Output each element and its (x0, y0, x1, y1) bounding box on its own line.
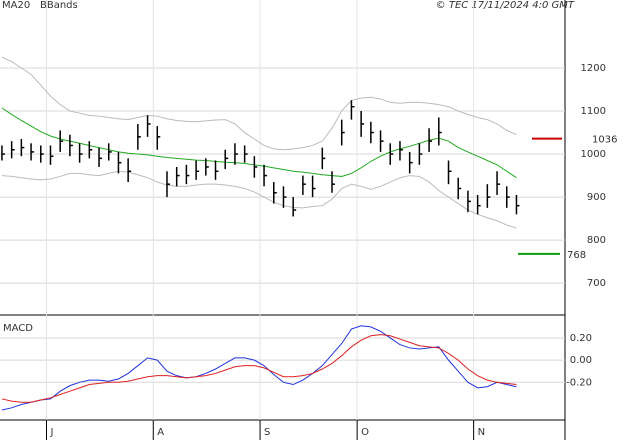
y-tick-label: 0.20 (570, 333, 592, 344)
y-tick-label: 1000 (581, 149, 606, 160)
y-tick-label: -0.20 (566, 377, 592, 388)
level-label: 1036 (592, 135, 617, 146)
level-label: 768 (567, 250, 586, 261)
x-tick-label: N (478, 427, 485, 438)
y-tick-label: 0.00 (570, 355, 592, 366)
y-tick-label: 900 (587, 192, 606, 203)
legend-ma20: MA20 (2, 0, 30, 11)
source: © TEC 17/11/2024 4:0 GMT (436, 0, 575, 11)
x-tick-label: A (157, 427, 164, 438)
x-tick-label: O (361, 427, 369, 438)
bband-upper (1, 56, 517, 151)
y-tick-label: 1100 (581, 106, 606, 117)
macd-line (1, 334, 517, 403)
legend-bbands: BBands (40, 0, 78, 11)
y-tick-label: 700 (587, 278, 606, 289)
y-tick-label: 800 (587, 235, 606, 246)
ma20-line (1, 107, 517, 179)
bband-lower (1, 170, 517, 229)
y-tick-label: 1200 (581, 63, 606, 74)
x-tick-label: J (49, 427, 53, 438)
macd-title: MACD (3, 323, 33, 334)
macd-line (1, 325, 517, 411)
x-tick-label: S (264, 427, 270, 438)
